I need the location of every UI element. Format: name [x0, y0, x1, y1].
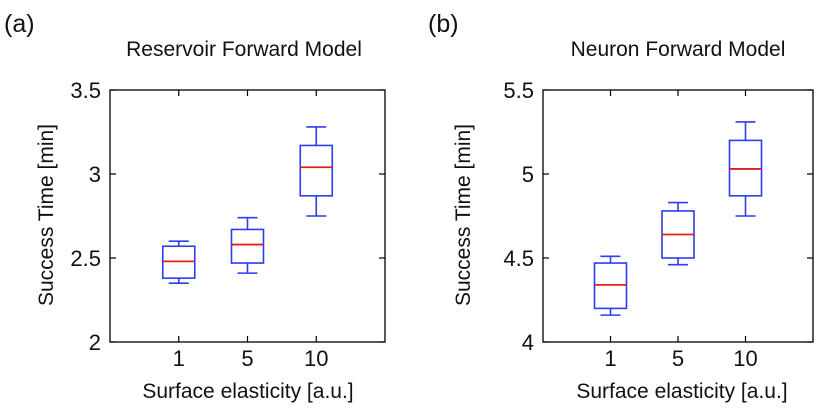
- panel-label-b: (b): [428, 10, 459, 38]
- x-tick-label-a: 1: [173, 346, 185, 371]
- chart-title-b: Neuron Forward Model: [571, 38, 786, 61]
- chart-title-a: Reservoir Forward Model: [126, 38, 362, 61]
- plot-area-b: 4 4.5 5 5.5 1 5 10: [503, 78, 814, 371]
- x-tick-label-b: 5: [672, 346, 684, 371]
- y-tick-label-a: 2: [89, 330, 101, 355]
- y-tick-label-a: 3.5: [70, 78, 101, 103]
- y-axis-label-b: Success Time [min]: [452, 124, 475, 306]
- panel-b: (b) Neuron Forward Model 4 4.5 5 5.5 1 5 10 Su…: [428, 10, 814, 403]
- x-tick-label-b: 1: [604, 346, 616, 371]
- y-tick-label-b: 4.5: [503, 246, 534, 271]
- y-tick-label-b: 4: [522, 330, 534, 355]
- panel-label-a: (a): [4, 10, 35, 38]
- x-axis-label-b: Surface elasticity [a.u.]: [576, 380, 787, 403]
- axes-frame-a: [109, 89, 386, 343]
- y-axis-label-a: Success Time [min]: [35, 124, 58, 306]
- x-tick-label-a: 10: [304, 346, 328, 371]
- x-tick-label-b: 10: [733, 346, 757, 371]
- y-tick-label-a: 3: [89, 162, 101, 187]
- box-a: [230, 228, 265, 264]
- x-tick-label-a: 5: [241, 346, 253, 371]
- panel-a: (a) Reservoir Forward Model 2 2.5 3 3.5 1 5 10…: [4, 10, 386, 403]
- axes-frame-b: [542, 89, 814, 343]
- y-tick-label-a: 2.5: [70, 246, 101, 271]
- y-tick-label-b: 5.5: [503, 78, 534, 103]
- box-a: [299, 144, 334, 197]
- y-tick-label-b: 5: [522, 162, 534, 187]
- x-axis-label-a: Surface elasticity [a.u.]: [142, 380, 353, 403]
- plot-area-a: 2 2.5 3 3.5 1 5 10: [70, 78, 386, 371]
